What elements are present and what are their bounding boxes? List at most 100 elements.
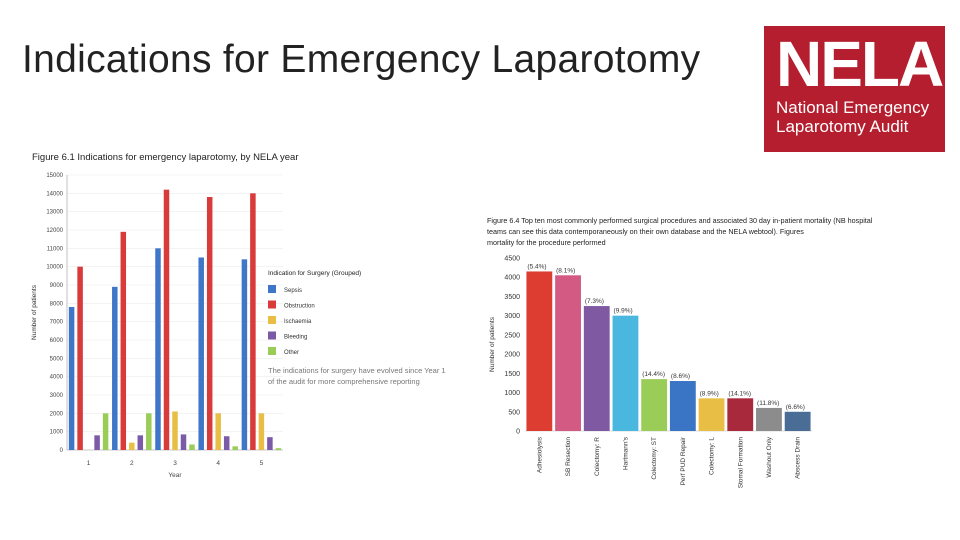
chart1-legend-label-sepsis: Sepsis [284,288,302,294]
chart2-mortality-label-perf-pud-repair: (8.6%) [671,373,690,380]
chart-indications-by-year: Figure 6.1 Indications for emergency lap… [25,145,475,490]
chart2-ytick-9: 4500 [504,256,520,263]
chart1-bar-bleeding-year3 [181,434,187,450]
chart2-mortality-label-sb-resection: (8.1%) [556,267,575,274]
chart1-bar-bleeding-year5 [267,437,273,450]
chart2-bar-washout-only [756,408,782,431]
chart1-ytick-11: 11000 [47,246,64,252]
chart1-xlabel: Year [168,472,182,479]
chart1-ytick-15: 15000 [46,173,63,179]
nela-logo: NELA National Emergency Laparotomy Audit [764,26,945,152]
chart2-mortality-label-washout-only: (11.8%) [757,400,779,407]
chart2-mortality-label-hartmann-s: (9.9%) [614,308,633,315]
chart1-title: Figure 6.1 Indications for emergency lap… [32,152,298,163]
chart1-legend-swatch-ischaemia [268,316,276,324]
chart2-ytick-4: 2000 [504,352,520,359]
chart1-ytick-9: 9000 [50,283,64,289]
chart1-legend-label-bleeding: Bleeding [284,335,307,341]
chart2-title-line2: teams can see this data contemporaneousl… [487,227,804,236]
chart1-ytick-6: 6000 [50,338,64,344]
chart1-bar-other-year3 [189,445,195,451]
chart1-bar-sepsis-year4 [198,258,204,451]
chart2-xtick-stomal-formation: Stomal Formation [737,437,744,489]
chart1-ytick-8: 8000 [50,301,64,307]
chart1-bar-ischaemia-year3 [172,412,178,451]
chart1-bar-sepsis-year1 [69,307,75,450]
chart1-ytick-5: 5000 [50,356,64,362]
chart2-mortality-label-stomal-formation: (14.1%) [728,390,751,397]
chart2-ytick-6: 3000 [504,313,520,320]
chart2-bar-adhesiolysis [526,271,552,431]
chart1-bar-ischaemia-year5 [259,413,265,450]
chart2-bar-abscess-drain [785,412,811,431]
chart1-legend-swatch-sepsis [268,285,276,293]
chart2-bar-colectomy-l [699,398,725,431]
chart1-bar-other-year5 [276,448,282,450]
chart1-legend-label-obstruction: Obstruction [284,304,315,310]
chart1-ytick-13: 13000 [46,210,63,216]
chart2-mortality-label-adhesiolysis: (5.4%) [527,263,546,270]
chart1-ytick-2: 2000 [50,411,64,417]
chart1-legend-label-ischaemia: Ischaemia [284,319,312,325]
chart1-xtick-5: 5 [260,460,264,467]
chart2-bar-colectomy-st [641,379,667,431]
chart1-legend-label-other: Other [284,350,299,356]
chart1-xtick-4: 4 [216,460,220,467]
chart1-bar-obstruction-year2 [121,232,127,450]
chart1-bar-sepsis-year3 [155,248,161,450]
chart1-xtick-2: 2 [130,460,134,467]
chart1-bar-sepsis-year5 [242,259,248,450]
chart2-xtick-colectomy-l: Colectomy: L [709,437,716,475]
chart2-mortality-label-colectomy-l: (8.9%) [700,390,719,397]
chart1-ytick-10: 10000 [46,265,63,271]
chart1-xtick-3: 3 [173,460,177,467]
chart2-ylabel: Number of patients [489,316,496,372]
chart1-bar-obstruction-year3 [164,190,170,450]
chart1-bar-obstruction-year1 [77,267,83,450]
chart1-ytick-7: 7000 [50,320,64,326]
slide-title: Indications for Emergency Laparotomy [22,38,700,82]
chart2-xtick-washout-only: Washout Only [766,436,773,477]
chart2-ytick-5: 2500 [504,332,520,339]
chart2-mortality-label-colectomy-st: (14.4%) [642,371,665,378]
chart1-ytick-12: 12000 [46,228,63,234]
chart1-ytick-0: 0 [60,448,64,454]
chart1-ytick-14: 14000 [46,191,63,197]
chart1-ylabel: Number of patients [31,284,38,340]
chart2-bar-stomal-formation [727,398,753,431]
chart2-ytick-3: 1500 [504,371,520,378]
chart2-xtick-abscess-drain: Abscess Drain [795,437,802,479]
chart1-note-line1: The indications for surgery have evolved… [268,366,446,375]
chart2-bar-hartmann-s [613,316,639,431]
logo-subtitle-line1: National Emergency [776,98,933,117]
chart2-xtick-adhesiolysis: Adhesiolysis [536,436,543,473]
chart1-bar-sepsis-year2 [112,287,118,450]
chart1-bar-other-year4 [232,446,238,450]
logo-subtitle-line2: Laparotomy Audit [776,117,933,136]
chart1-bar-ischaemia-year2 [129,443,135,450]
chart1-bar-bleeding-year4 [224,436,230,450]
chart1-bar-obstruction-year5 [250,193,256,450]
chart2-bar-sb-resection [555,275,581,431]
chart2-ytick-7: 3500 [504,294,520,301]
chart2-bar-colectomy-r [584,306,610,431]
chart1-legend-title: Indication for Surgery (Grouped) [268,270,361,277]
chart1-bar-obstruction-year4 [207,197,213,450]
chart2-xtick-hartmann-s: Hartmann's [622,436,629,470]
chart2-ytick-1: 500 [508,409,520,416]
chart1-ytick-4: 4000 [50,375,64,381]
chart1-legend-swatch-obstruction [268,301,276,309]
chart2-xtick-colectomy-r: Colectomy: R [594,437,601,476]
chart2-mortality-label-abscess-drain: (6.6%) [786,404,805,411]
chart2-bar-perf-pud-repair [670,381,696,431]
logo-word: NELA [776,34,933,94]
chart1-bar-bleeding-year2 [138,435,144,450]
chart2-mortality-label-colectomy-r: (7.3%) [585,298,604,305]
chart1-legend-swatch-other [268,347,276,355]
chart2-title-line3: mortality for the procedure performed [487,238,606,247]
chart1-bar-other-year1 [103,413,109,450]
chart2-xtick-sb-resection: SB Resection [565,437,572,477]
chart1-bar-bleeding-year1 [94,435,100,450]
chart2-ytick-0: 0 [516,429,520,436]
chart2-title-line1: Figure 6.4 Top ten most commonly perform… [487,216,873,225]
